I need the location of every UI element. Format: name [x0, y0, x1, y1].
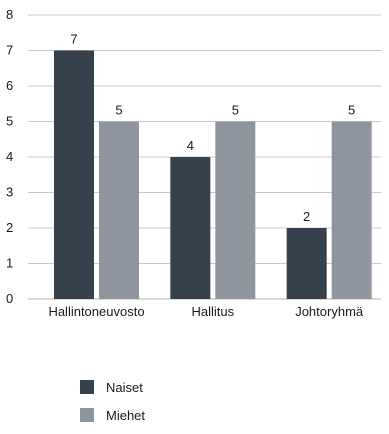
bar-miehet-0: [99, 121, 139, 299]
y-tick-label: 2: [6, 220, 13, 235]
x-axis-category-labels: Hallintoneuvosto Hallitus Johtoryhmä: [48, 304, 363, 319]
bar-miehet-1: [215, 121, 256, 299]
bar-naiset-2: [286, 228, 327, 299]
data-label: 4: [187, 138, 194, 153]
legend: Naiset Miehet: [80, 378, 145, 434]
y-tick-label: 3: [6, 185, 13, 200]
data-label: 2: [303, 209, 310, 224]
data-labels: 7 5 4 5 2 5: [70, 32, 355, 225]
legend-item-naiset: Naiset: [80, 378, 145, 396]
bars: [54, 50, 372, 299]
y-tick-label: 7: [6, 43, 13, 58]
y-tick-label: 6: [6, 78, 13, 93]
legend-swatch-miehet: [80, 408, 94, 422]
y-axis-tick-labels: 0 1 2 3 4 5 6 7 8: [6, 7, 13, 306]
y-tick-label: 8: [6, 7, 13, 22]
legend-label-naiset: Naiset: [106, 379, 143, 395]
data-label: 5: [115, 103, 122, 118]
data-label: 5: [232, 103, 239, 118]
bar-naiset-0: [54, 50, 94, 299]
legend-item-miehet: Miehet: [80, 406, 145, 424]
y-tick-label: 4: [6, 149, 13, 164]
y-tick-label: 0: [6, 291, 13, 306]
x-category-label: Johtoryhmä: [295, 304, 364, 319]
bar-miehet-2: [331, 121, 372, 299]
y-tick-label: 5: [6, 114, 13, 129]
legend-label-miehet: Miehet: [106, 407, 146, 423]
x-category-label: Hallintoneuvosto: [48, 304, 144, 319]
data-label: 7: [70, 32, 77, 47]
x-category-label: Hallitus: [192, 304, 235, 319]
legend-swatch-naiset: [80, 380, 94, 394]
y-tick-label: 1: [6, 256, 13, 271]
data-label: 5: [348, 103, 355, 118]
bar-naiset-1: [170, 157, 211, 299]
